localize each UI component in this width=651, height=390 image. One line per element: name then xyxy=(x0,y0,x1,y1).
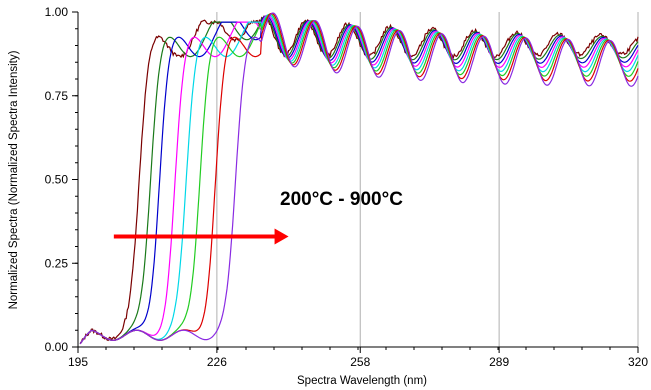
y-tick-label: 1.00 xyxy=(45,5,69,19)
x-tick-label: 289 xyxy=(489,355,509,369)
series-line xyxy=(79,15,639,345)
y-tick-label: 0.75 xyxy=(45,89,69,103)
annotation: 200°C - 900°C xyxy=(113,189,403,245)
y-tick-label: 0.25 xyxy=(45,256,69,270)
series-line xyxy=(79,13,639,345)
x-tick-label: 258 xyxy=(350,355,370,369)
x-tick-label: 320 xyxy=(628,355,648,369)
tick-labels: 0.00 0.25 0.50 0.75 1.00 195 226 258 289 320 xyxy=(45,5,649,369)
series-line xyxy=(79,12,639,345)
y-tick-label: 0.50 xyxy=(45,173,69,187)
x-axis-label: Spectra Wavelength (nm) xyxy=(297,375,427,387)
x-tick-label: 226 xyxy=(207,355,227,369)
series-line xyxy=(79,14,639,345)
series-line xyxy=(79,12,639,345)
series-line xyxy=(79,14,639,345)
temperature-range-label: 200°C - 900°C xyxy=(280,189,403,210)
annotation-arrow-head xyxy=(274,228,289,245)
y-tick-label: 0.00 xyxy=(45,340,69,354)
x-tick-label: 195 xyxy=(68,355,88,369)
axes xyxy=(72,11,639,353)
series-layer xyxy=(79,12,639,345)
series-line xyxy=(79,15,639,345)
y-axis-label: Normalized Spectra (Normalized Spectra I… xyxy=(8,50,20,309)
